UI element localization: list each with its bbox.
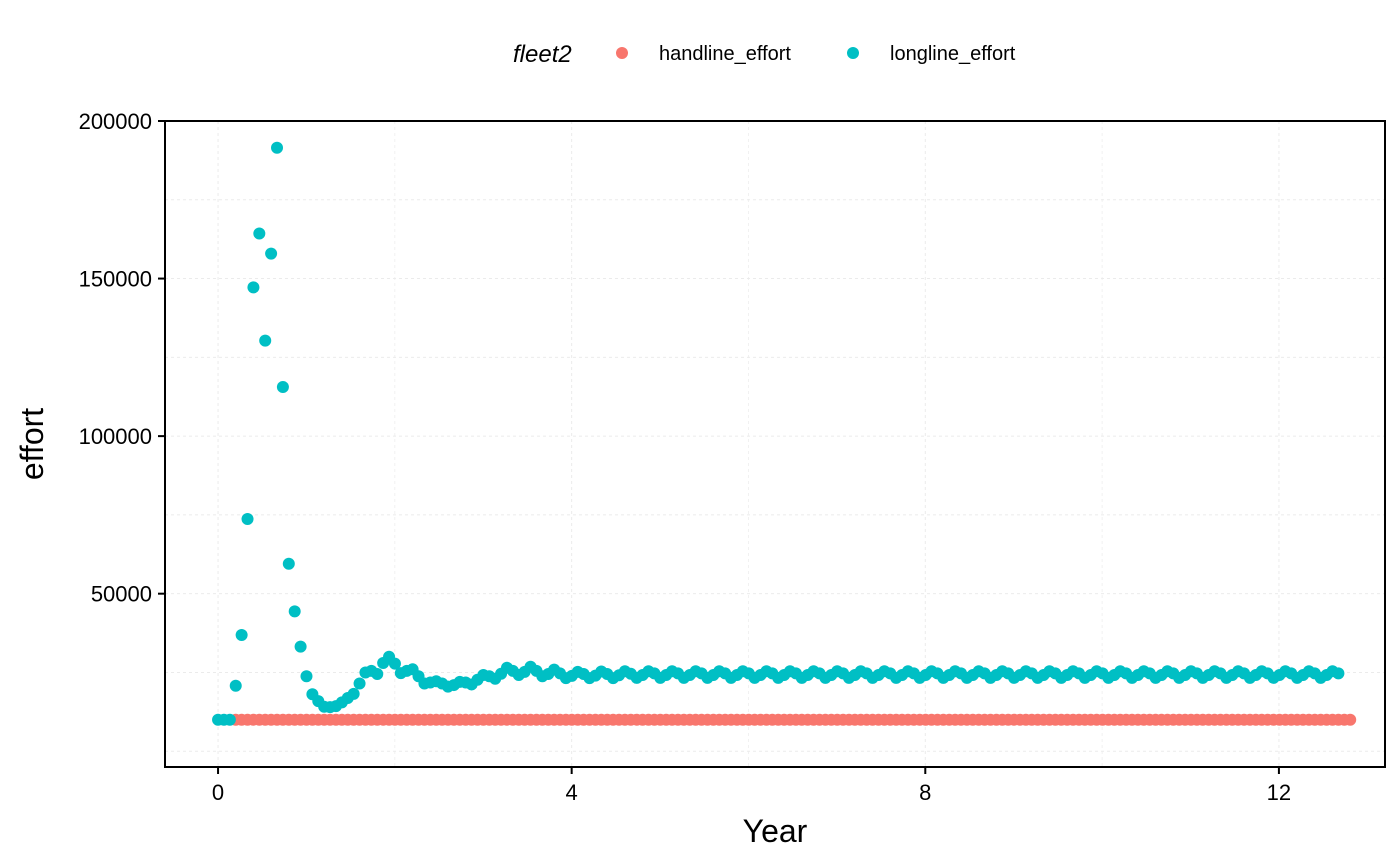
y-tick-label: 150000 [79,267,152,292]
data-points [212,141,1357,726]
longline-effort-point [253,227,266,240]
longline-effort-point [259,334,272,347]
y-tick-label: 100000 [79,424,152,449]
longline-effort-point [271,141,284,154]
x-tick-label: 8 [919,780,931,805]
longline-effort-point [265,247,278,260]
legend: fleet2 handline_effort longline_effort [513,41,1016,68]
longline-effort-point [294,640,307,653]
longline-effort-point [371,668,384,681]
longline-effort-point [347,687,360,700]
y-axis-title: effort [14,408,50,480]
legend-label-handline: handline_effort [659,43,791,65]
longline-effort-point [235,628,248,641]
y-tick-label: 200000 [79,109,152,134]
longline-effort-point [288,605,301,618]
longline-effort-point [388,657,401,670]
longline-effort-point [223,713,236,726]
x-tick-label: 12 [1267,780,1291,805]
longline-effort-point [353,677,366,690]
longline-effort-point [276,380,289,393]
longline-effort-point [241,512,254,525]
y-tick-label: 50000 [91,582,152,607]
longline-effort-point [1332,667,1345,680]
x-axis-title: Year [743,813,808,849]
handline-effort-point [1344,713,1357,726]
legend-key-handline [616,47,628,59]
x-axis: 0 4 8 12 [212,767,1291,805]
plot-panel-border [164,120,1386,768]
legend-title: fleet2 [513,41,572,68]
legend-label-longline: longline_effort [890,43,1016,65]
longline-effort-point [300,670,313,683]
longline-effort-point [229,679,242,692]
longline-effort-point [282,557,295,570]
x-tick-label: 0 [212,780,224,805]
y-axis: 50000 100000 150000 200000 [79,109,165,607]
legend-key-longline [847,47,859,59]
longline-effort-point [247,281,260,294]
x-tick-label: 4 [566,780,578,805]
